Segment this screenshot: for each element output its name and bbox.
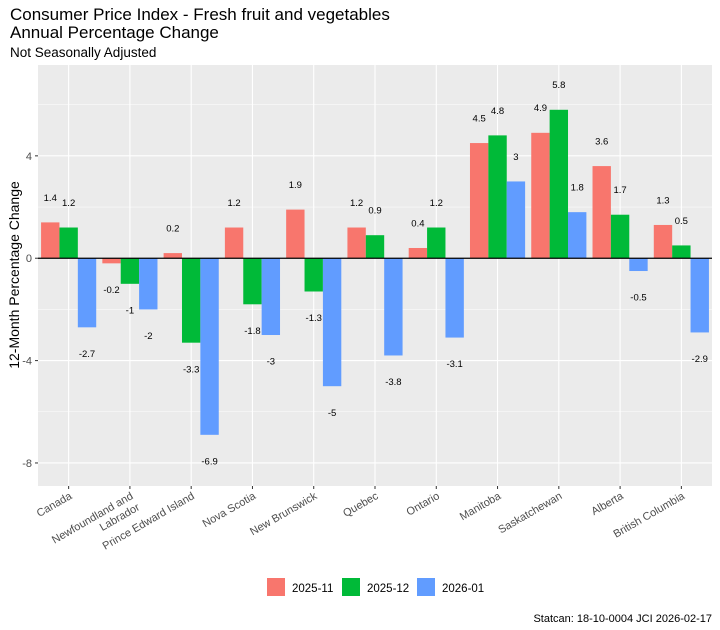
bar-2026-01	[200, 258, 219, 435]
bar-2025-11	[408, 247, 428, 259]
x-tick-label: Nova Scotia	[201, 490, 259, 530]
data-label: -3	[267, 357, 275, 368]
data-label: 1.2	[62, 198, 75, 209]
bar-2025-12	[672, 245, 691, 259]
bar-2025-12	[59, 227, 78, 259]
x-tick-label: Canada	[35, 490, 75, 520]
x-tick-label: Saskatchewan	[496, 490, 564, 536]
data-label: 1.2	[350, 198, 363, 209]
legend-key-2025-11	[267, 578, 285, 596]
bar-2026-01	[139, 258, 158, 310]
bar-2025-12	[120, 258, 140, 284]
data-label: 4.8	[491, 106, 504, 117]
bar-2025-11	[531, 132, 550, 259]
data-label: 5.8	[552, 80, 565, 91]
bar-2026-01	[384, 258, 403, 356]
data-label: -2.7	[79, 349, 95, 360]
y-tick-label: 0	[26, 253, 32, 265]
bar-2025-11	[347, 227, 366, 259]
bar-2025-12	[181, 258, 201, 343]
data-label: 1.3	[656, 195, 669, 206]
chart-subtitle: Not Seasonally Adjusted	[10, 45, 156, 60]
data-label: -1.8	[244, 326, 260, 337]
data-label: 4.9	[534, 103, 547, 114]
caption: Statcan: 18-10-0004 JCI 2026-02-17	[533, 613, 712, 625]
bar-2025-12	[610, 214, 630, 259]
bar-2025-11	[224, 227, 244, 259]
data-label: -1.3	[306, 313, 322, 324]
x-tick-label: Manitoba	[458, 490, 504, 523]
y-tick-label: 4	[26, 151, 32, 163]
legend-label: 2026-01	[442, 583, 484, 595]
data-label: 1.8	[571, 183, 584, 194]
bar-2026-01	[690, 258, 709, 333]
data-label: -0.5	[630, 293, 646, 304]
bar-2025-12	[427, 227, 446, 259]
bar-2025-12	[549, 109, 569, 259]
y-tick-label: -4	[22, 356, 32, 368]
bar-2025-11	[102, 258, 121, 264]
x-tick-label: Alberta	[589, 490, 626, 518]
bar-2025-11	[41, 222, 60, 259]
data-label: -2	[144, 331, 152, 342]
legend-label: 2025-12	[367, 583, 409, 595]
bar-2026-01	[77, 258, 97, 328]
bar-2025-11	[286, 209, 305, 259]
legend-label: 2025-11	[292, 583, 333, 595]
y-axis-label: 12-Month Percentage Change	[6, 181, 22, 369]
bar-2025-12	[365, 235, 385, 259]
data-label: -3.1	[446, 359, 462, 370]
bar-2025-11	[592, 166, 611, 259]
data-label: 0.5	[675, 216, 688, 227]
data-label: 1.7	[613, 185, 626, 196]
bar-2025-12	[488, 135, 507, 259]
bar-2026-01	[568, 212, 587, 259]
data-label: -3.3	[183, 364, 199, 375]
data-label: 3	[513, 152, 518, 163]
bar-2026-01	[261, 258, 281, 336]
data-label: 1.2	[227, 198, 240, 209]
data-label: 4.5	[473, 113, 486, 124]
data-label: -0.2	[103, 285, 119, 296]
bar-2026-01	[322, 258, 342, 387]
data-label: -1	[126, 305, 134, 316]
y-tick-label: -8	[22, 458, 32, 470]
bar-2026-01	[506, 181, 526, 259]
data-label: 1.4	[44, 193, 57, 204]
data-label: 3.6	[595, 136, 608, 147]
data-label: 0.2	[166, 224, 179, 235]
data-label: 1.2	[430, 198, 443, 209]
chart-title-line2: Annual Percentage Change	[10, 23, 219, 42]
bar-2025-12	[243, 258, 262, 305]
data-label: 1.9	[289, 180, 302, 191]
bar-2026-01	[445, 258, 464, 338]
data-label: -2.9	[692, 354, 708, 365]
data-label: -5	[328, 408, 336, 419]
bar-2025-11	[163, 253, 182, 259]
data-label: 0.4	[411, 218, 424, 229]
bar-2025-11	[469, 143, 489, 259]
bar-2026-01	[629, 258, 648, 272]
bar-2025-12	[304, 258, 323, 292]
x-tick-label: New Brunswick	[248, 490, 320, 538]
data-label: 0.9	[368, 206, 381, 217]
chart-title: Consumer Price Index - Fresh fruit and v…	[10, 5, 390, 24]
legend-key-2026-01	[417, 578, 435, 596]
data-label: -3.8	[385, 377, 401, 388]
x-tick-label: Ontario	[405, 490, 442, 518]
data-label: -6.9	[201, 456, 217, 467]
bar-2025-11	[653, 224, 673, 259]
legend-key-2025-12	[342, 578, 360, 596]
x-tick-label: Quebec	[341, 490, 381, 520]
